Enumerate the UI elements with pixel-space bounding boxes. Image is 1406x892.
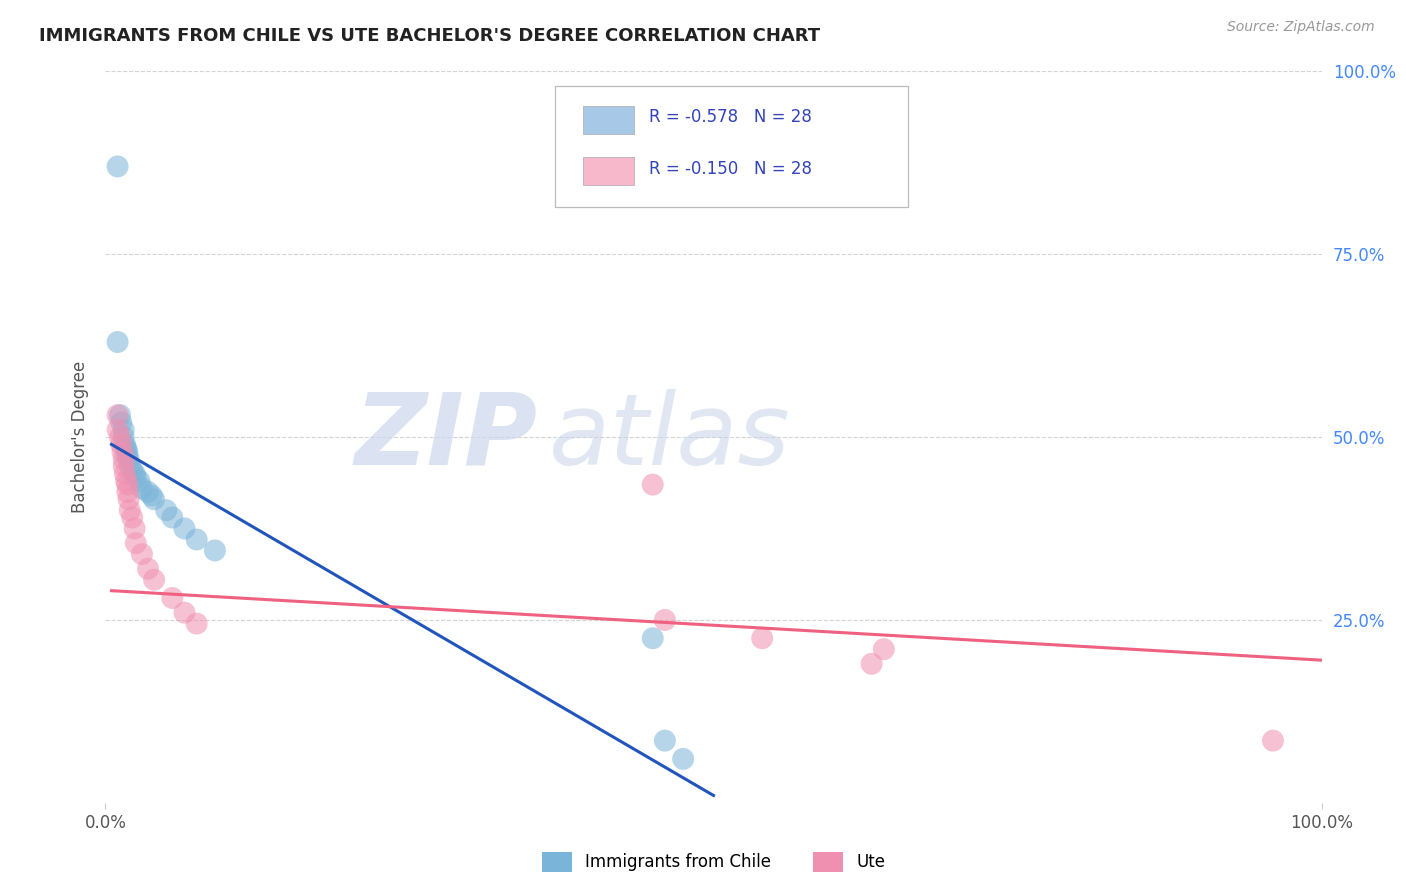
Point xyxy=(162,510,184,524)
Point xyxy=(115,441,138,455)
Point xyxy=(654,613,676,627)
Point xyxy=(117,477,139,491)
Point xyxy=(136,485,159,500)
FancyBboxPatch shape xyxy=(583,157,634,185)
Point xyxy=(136,562,159,576)
Point xyxy=(107,423,129,437)
Point xyxy=(125,536,148,550)
Point xyxy=(173,606,195,620)
Point xyxy=(124,467,146,481)
Point xyxy=(117,452,139,467)
Text: ZIP: ZIP xyxy=(354,389,537,485)
Point xyxy=(117,485,139,500)
Point xyxy=(115,474,138,488)
Y-axis label: Bachelor's Degree: Bachelor's Degree xyxy=(70,361,89,513)
Point xyxy=(751,632,773,646)
Point xyxy=(204,543,226,558)
Legend: Immigrants from Chile, Ute: Immigrants from Chile, Ute xyxy=(536,845,891,879)
Point xyxy=(118,459,141,474)
Point xyxy=(107,160,129,174)
Point xyxy=(108,430,131,444)
Point xyxy=(111,444,134,458)
Point xyxy=(112,430,135,444)
Point xyxy=(118,503,141,517)
Point xyxy=(641,477,664,491)
Point xyxy=(131,547,153,561)
Point xyxy=(143,492,166,507)
Point xyxy=(110,437,132,451)
Point xyxy=(112,452,135,467)
Point xyxy=(121,510,143,524)
Point xyxy=(107,334,129,349)
Point xyxy=(155,503,177,517)
Text: atlas: atlas xyxy=(550,389,792,485)
Point xyxy=(186,616,208,631)
Point xyxy=(173,521,195,535)
Point xyxy=(641,632,664,646)
Point xyxy=(112,423,135,437)
Point xyxy=(143,573,166,587)
Point xyxy=(672,752,695,766)
Point xyxy=(860,657,883,671)
Point xyxy=(125,470,148,484)
Point xyxy=(186,533,208,547)
Point xyxy=(110,416,132,430)
Point xyxy=(1261,733,1284,747)
Point xyxy=(141,489,163,503)
Point xyxy=(124,521,146,535)
FancyBboxPatch shape xyxy=(583,106,634,134)
Point xyxy=(117,492,139,507)
Point xyxy=(114,437,136,451)
Point xyxy=(114,467,136,481)
Text: R = -0.150   N = 28: R = -0.150 N = 28 xyxy=(650,160,813,178)
Point xyxy=(117,449,139,463)
Point xyxy=(128,474,150,488)
FancyBboxPatch shape xyxy=(555,86,908,207)
Text: IMMIGRANTS FROM CHILE VS UTE BACHELOR'S DEGREE CORRELATION CHART: IMMIGRANTS FROM CHILE VS UTE BACHELOR'S … xyxy=(39,27,821,45)
Point xyxy=(112,459,135,474)
Text: Source: ZipAtlas.com: Source: ZipAtlas.com xyxy=(1227,20,1375,34)
Point xyxy=(121,463,143,477)
Point xyxy=(117,444,139,458)
Text: R = -0.578   N = 28: R = -0.578 N = 28 xyxy=(650,109,811,127)
Point xyxy=(654,733,676,747)
Point xyxy=(162,591,184,605)
Point xyxy=(131,481,153,495)
Point xyxy=(108,408,131,422)
Point xyxy=(873,642,896,657)
Point xyxy=(107,408,129,422)
